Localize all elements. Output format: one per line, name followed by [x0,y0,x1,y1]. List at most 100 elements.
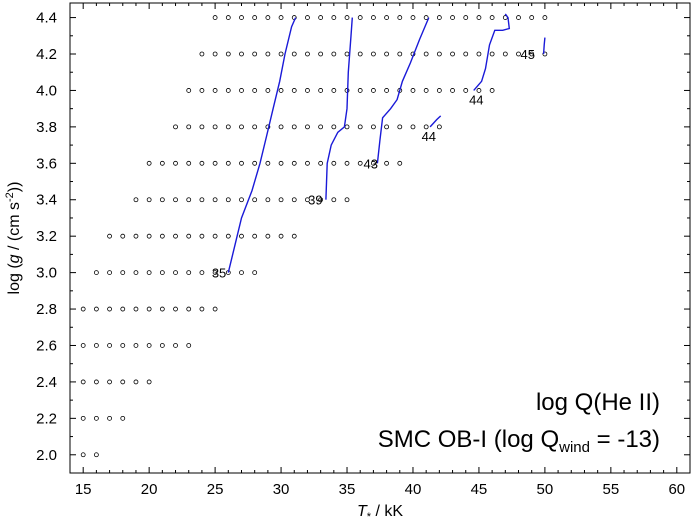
model-point [239,124,244,130]
model-grid-markers [80,15,548,458]
model-point [291,124,297,130]
model-point [305,197,310,203]
y-tick-label: 4.2 [36,46,57,63]
model-point [542,15,548,20]
model-point [384,51,389,57]
model-point [173,160,178,166]
model-point [529,15,535,20]
model-point [436,124,442,130]
model-point [159,343,165,348]
y-tick-label: 4.4 [36,10,57,27]
model-point [146,306,152,312]
model-point [476,88,482,93]
model-point [199,51,205,57]
x-tick-label: 55 [603,481,620,498]
annotation-subtitle: SMC OB-I (log Qwind = -13) [378,426,660,456]
x-tick-label: 20 [141,481,158,498]
model-point [225,160,231,166]
model-point [318,197,324,203]
model-point [436,88,442,93]
model-point [318,51,324,57]
model-point [107,379,112,385]
contour-line [325,17,353,200]
model-point [305,160,310,166]
model-point [371,124,376,130]
model-point [489,88,495,93]
model-point [278,160,284,166]
model-point [371,160,376,166]
model-point [331,51,337,57]
model-point [278,51,284,57]
model-point [239,160,244,166]
model-point [186,233,192,239]
model-point [476,51,482,57]
x-tick-label: 30 [273,481,290,498]
x-tick-label: 40 [405,481,422,498]
model-point [265,160,271,166]
y-tick-label: 2.0 [36,447,57,464]
y-tick-label: 2.4 [36,374,57,391]
model-point [252,124,258,130]
model-point [146,343,152,348]
model-point [357,160,363,166]
model-point [265,233,271,239]
x-tick-label: 45 [471,481,488,498]
contour-line [542,37,546,55]
axis-ticks: 15 20 25 30 35 40 45 50 55 60 2.0 2.2 2.4 2.6 2.8 3.0 3.… [36,3,691,498]
contour-line [227,17,297,273]
model-point [212,51,218,57]
model-point [265,88,271,93]
model-point [146,233,152,239]
model-point [318,88,324,93]
model-point [146,270,152,276]
model-point [212,197,218,203]
model-point [199,306,205,312]
y-tick-label: 3.6 [36,155,57,172]
model-point [331,197,337,203]
model-point [120,415,126,421]
model-point [331,88,337,93]
model-point [225,124,231,130]
model-point [173,343,178,348]
model-point [423,88,429,93]
model-point [186,343,192,348]
model-point [450,51,455,57]
model-point [291,51,297,57]
model-point [291,197,297,203]
model-point [502,51,508,57]
model-point [120,233,126,239]
model-point [397,160,403,166]
model-point [423,51,429,57]
contour-line [429,115,442,128]
model-point [305,51,310,57]
model-point [173,197,178,203]
y-tick-label: 2.2 [36,410,57,427]
model-point [107,343,112,348]
model-point [212,270,218,276]
model-point [357,88,363,93]
y-tick-label: 3.4 [36,192,57,209]
model-point [331,15,337,20]
model-point [252,15,258,20]
x-tick-label: 15 [75,481,92,498]
contour-line [376,17,430,164]
model-point [173,270,178,276]
model-point [489,15,495,20]
model-point [397,124,403,130]
model-point [146,160,152,166]
model-point [384,15,389,20]
model-point [291,233,297,239]
y-axis-label-post: )) [6,182,23,193]
contour-label: 44 [422,129,436,144]
model-point [252,51,258,57]
model-point [305,15,310,20]
model-point [212,124,218,130]
model-point [436,51,442,57]
model-point [252,88,258,93]
model-point [80,306,86,312]
model-point [93,452,99,458]
model-point [173,306,178,312]
model-point [133,270,139,276]
model-point [146,197,152,203]
